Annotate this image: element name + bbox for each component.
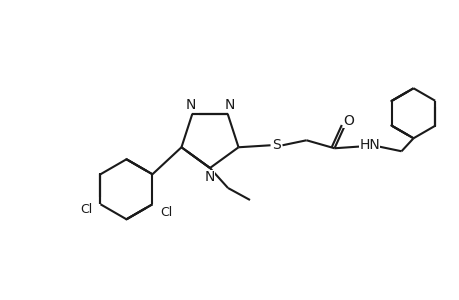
Text: N: N: [185, 98, 195, 112]
Text: Cl: Cl: [80, 203, 92, 216]
Text: N: N: [224, 98, 234, 112]
Text: HN: HN: [358, 138, 379, 152]
Text: O: O: [342, 114, 353, 128]
Text: S: S: [272, 138, 280, 152]
Text: Cl: Cl: [160, 206, 172, 219]
Text: N: N: [204, 170, 215, 184]
